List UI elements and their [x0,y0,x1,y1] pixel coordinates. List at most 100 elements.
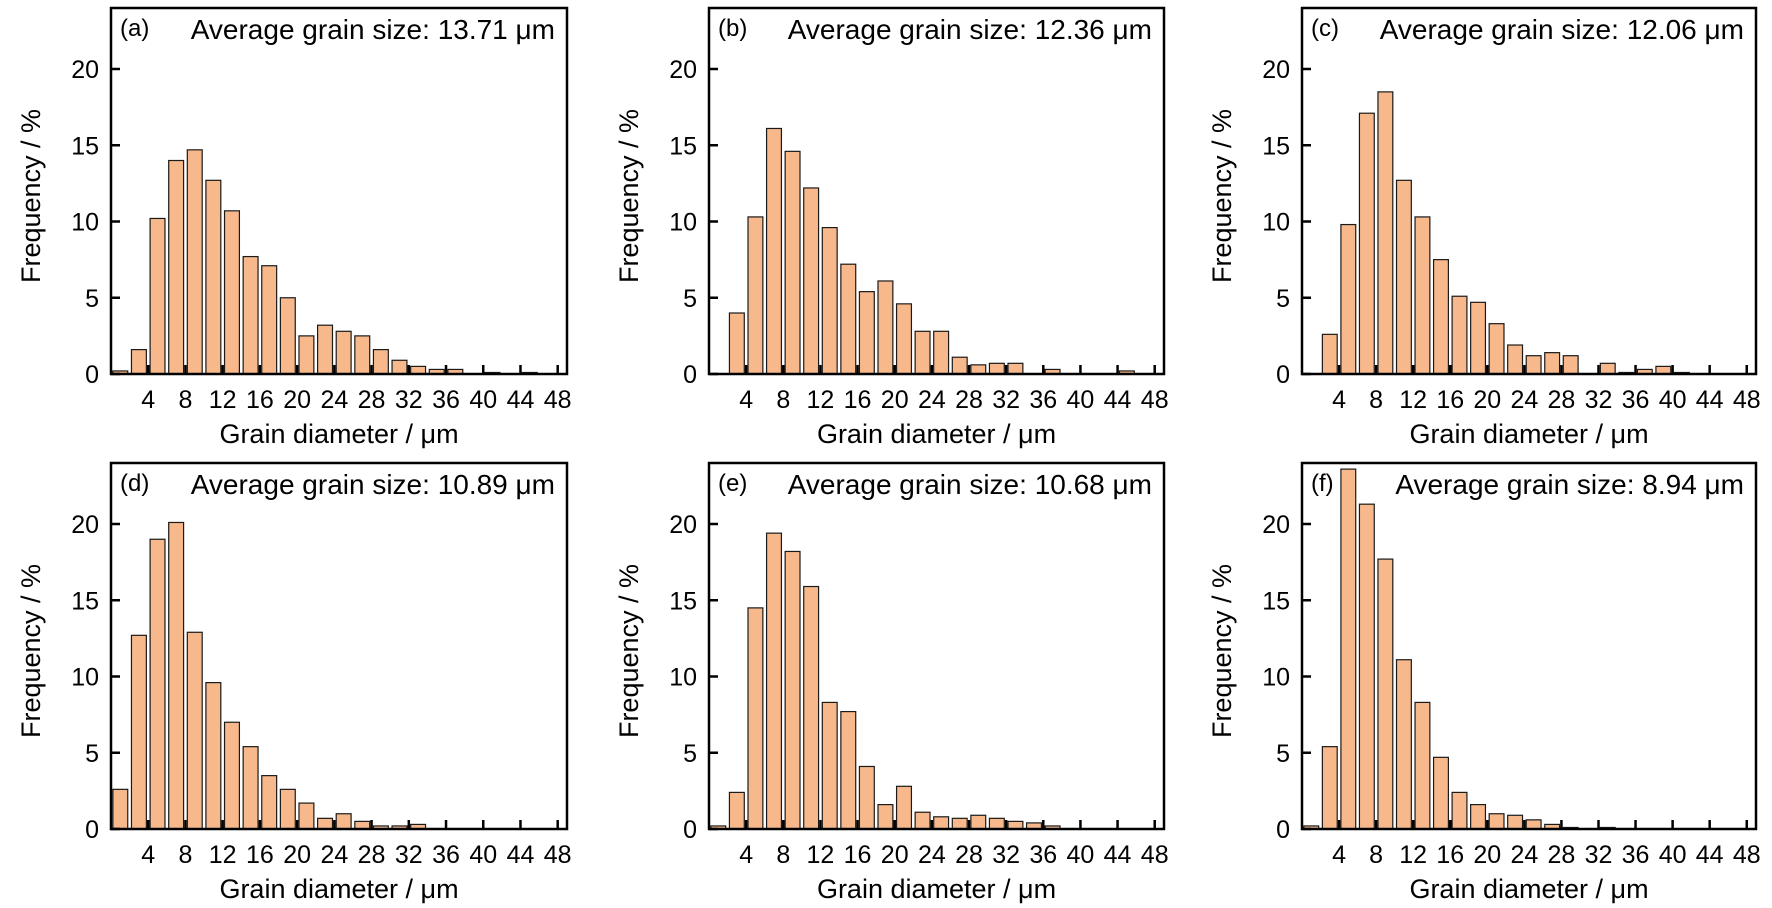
histogram-bar [1507,344,1524,375]
plot-frame [109,6,569,376]
y-tick-label: 10 [669,209,697,237]
y-tick-label: 20 [1262,56,1290,84]
histogram-bar [784,550,801,830]
histogram-bar [970,364,987,375]
histogram-bar [951,817,968,830]
x-tick-label: 44 [1104,841,1132,869]
x-tick-label: 36 [1029,841,1057,869]
histogram-bar [1544,352,1561,375]
y-tick-label: 5 [683,740,697,768]
x-axis-label: Grain diameter / μm [1409,419,1648,449]
histogram-bar [895,785,913,830]
x-tick-label: 16 [246,841,274,869]
histogram-bar [1395,659,1412,830]
x-tick-label: 20 [881,841,909,869]
average-grain-size-label: Average grain size: 10.68 μm [788,469,1152,500]
histogram-bar [261,775,278,830]
x-tick-label: 36 [1029,386,1057,414]
y-tick-label: 10 [1262,209,1290,237]
x-tick-label: 4 [739,841,753,869]
histogram-bar [205,179,222,375]
x-tick-label: 28 [955,841,983,869]
histogram-bar [1358,503,1375,830]
y-tick-label: 15 [669,587,697,615]
histogram-bar [1525,355,1542,375]
y-tick-label: 5 [683,285,697,313]
y-axis-label: Frequency / % [1207,109,1237,283]
histogram-bar [728,791,745,830]
histogram-bar [149,538,166,830]
x-tick-label: 8 [178,841,192,869]
x-tick-label: 32 [1585,841,1613,869]
histogram-bar [821,227,838,375]
histogram-bar [261,265,278,375]
y-tick-label: 15 [71,587,99,615]
y-tick-label: 20 [669,511,697,539]
histogram-bar [130,634,147,830]
x-tick-label: 16 [844,386,872,414]
x-tick-label: 32 [992,841,1020,869]
histogram-bar [1358,112,1375,375]
x-tick-label: 44 [1104,386,1132,414]
x-tick-label: 4 [1332,386,1346,414]
y-tick-label: 20 [669,56,697,84]
x-tick-label: 16 [844,841,872,869]
x-tick-label: 12 [1399,386,1427,414]
histogram-bar [242,255,259,375]
x-tick-label: 44 [507,841,535,869]
y-tick-label: 20 [1262,511,1290,539]
histogram-bar [335,330,352,375]
y-tick-label: 15 [1262,587,1290,615]
histogram-bar [186,631,203,830]
histogram-bar [840,263,857,375]
y-tick-label: 20 [71,56,99,84]
y-tick-label: 15 [669,132,697,160]
histogram-bar [391,359,408,375]
histogram-bar [1414,701,1431,830]
histogram-bar [168,159,185,375]
y-tick-label: 0 [683,816,697,844]
x-tick-label: 8 [1369,841,1383,869]
panel-label: (e) [718,470,747,497]
x-tick-label: 20 [283,841,311,869]
x-tick-label: 12 [209,841,237,869]
x-axis-label: Grain diameter / μm [1409,874,1648,904]
y-tick-label: 10 [71,664,99,692]
y-axis-label: Frequency / % [614,564,644,738]
histogram-bar [784,150,801,375]
histogram-bar [317,817,334,830]
y-tick-label: 0 [1276,361,1290,389]
x-tick-label: 36 [432,841,460,869]
x-tick-label: 24 [918,841,946,869]
x-axis-label: Grain diameter / μm [219,874,458,904]
x-tick-label: 4 [141,841,155,869]
x-tick-label: 16 [1436,841,1464,869]
average-grain-size-label: Average grain size: 12.06 μm [1380,14,1744,45]
x-tick-label: 24 [320,386,348,414]
x-tick-label: 20 [881,386,909,414]
histogram-bar [747,216,764,375]
x-axis-label: Grain diameter / μm [817,419,1056,449]
histogram-bar [803,585,820,830]
x-tick-label: 28 [358,841,386,869]
histogram-bar [1432,756,1449,830]
histogram-bar [895,303,913,375]
y-tick-label: 0 [85,361,99,389]
histogram-bar [1395,179,1412,375]
histogram-bar [112,788,129,830]
histogram-bar [242,746,259,830]
histogram-bar [803,187,820,375]
histogram-bar [858,291,875,375]
x-tick-label: 16 [1436,386,1464,414]
x-tick-label: 28 [358,386,386,414]
average-grain-size-label: Average grain size: 10.89 μm [191,469,555,500]
histogram-bar [821,701,838,830]
panel-label: (d) [120,470,149,497]
x-tick-label: 24 [320,841,348,869]
average-grain-size-label: Average grain size: 8.94 μm [1395,469,1744,500]
histogram-bar [1470,803,1487,830]
x-tick-label: 40 [469,386,497,414]
histogram-bar [298,335,315,375]
histogram-bar [914,811,931,830]
